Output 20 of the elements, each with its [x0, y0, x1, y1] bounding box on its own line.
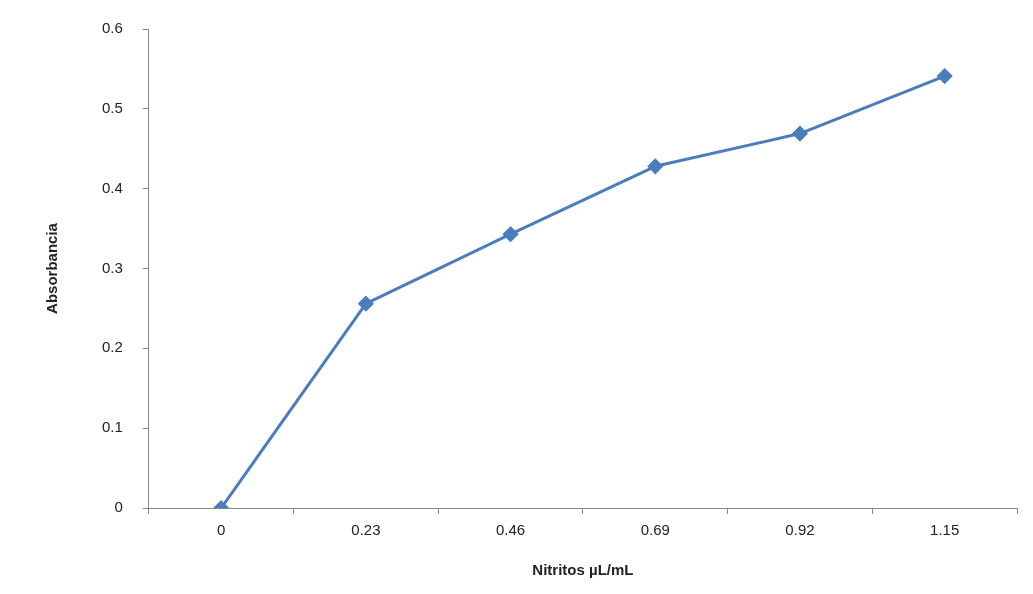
- x-axis-title: Nitritos µL/mL: [532, 561, 634, 579]
- y-tick-label: 0.6: [101, 19, 123, 37]
- y-tick-label: 0.5: [101, 98, 123, 116]
- y-tick-label: 0.4: [101, 178, 123, 196]
- y-tick-label: 0.1: [101, 418, 123, 436]
- point: [792, 126, 808, 142]
- x-tick-label: 0.46: [495, 521, 526, 539]
- y-tick-label: 0.2: [101, 338, 123, 356]
- point: [503, 226, 519, 242]
- x-tick-label: 0.92: [785, 521, 815, 539]
- y-tick-label: 0: [114, 498, 123, 516]
- x-tick-label: 1.15: [930, 521, 960, 539]
- y-axis-title: Absorbancia: [43, 222, 61, 314]
- x-tick-label: 0.69: [640, 521, 670, 539]
- point: [358, 296, 374, 312]
- x-tick-label: 0.23: [351, 521, 381, 539]
- point: [647, 158, 663, 174]
- x-tick-label: 0: [217, 521, 226, 539]
- point: [937, 68, 953, 84]
- y-tick-label: 0.3: [101, 258, 123, 276]
